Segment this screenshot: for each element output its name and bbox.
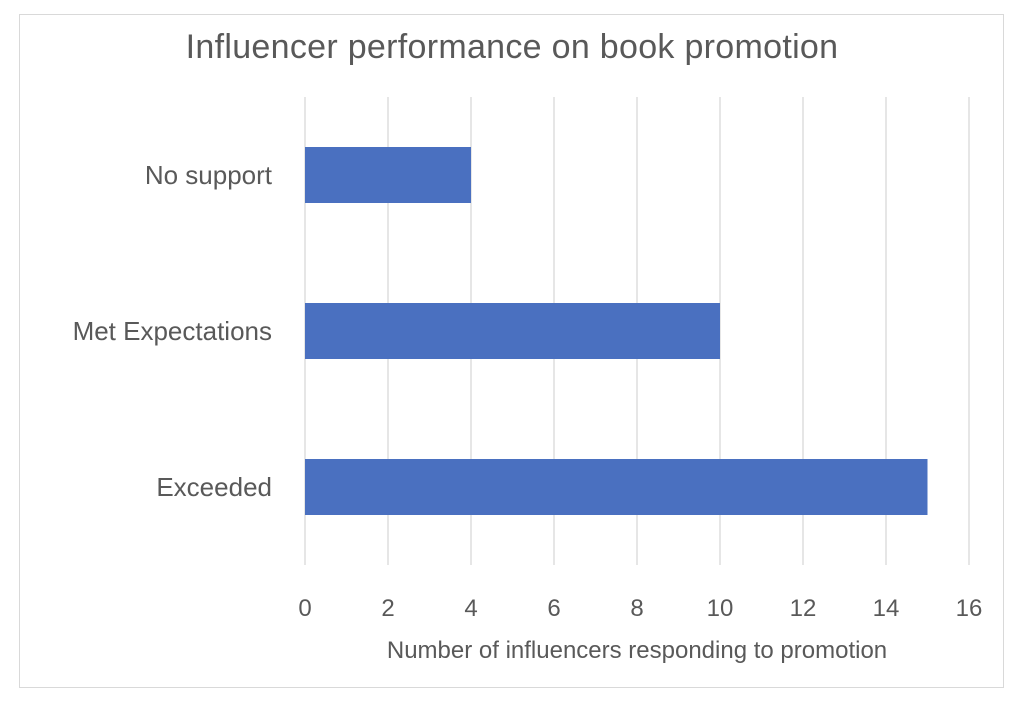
x-axis-title: Number of influencers responding to prom… <box>387 637 887 664</box>
x-tick-label-4: 4 <box>464 595 477 622</box>
category-labels: No support Met Expectations Exceeded <box>73 160 273 502</box>
bar-met-expectations <box>305 303 720 359</box>
x-tick-label-10: 10 <box>707 595 734 622</box>
bar-exceeded <box>305 459 928 515</box>
x-tick-label-2: 2 <box>381 595 394 622</box>
category-label-exceeded: Exceeded <box>156 472 272 502</box>
x-tick-label-12: 12 <box>790 595 817 622</box>
bar-no-support <box>305 147 471 203</box>
x-tick-label-16: 16 <box>956 595 983 622</box>
x-tick-label-0: 0 <box>298 595 311 622</box>
chart-title: Influencer performance on book promotion <box>185 28 839 66</box>
x-tick-label-6: 6 <box>547 595 560 622</box>
category-label-no-support: No support <box>145 160 273 190</box>
x-tick-label-8: 8 <box>630 595 643 622</box>
category-label-met-expectations: Met Expectations <box>73 316 272 346</box>
x-tick-labels: 0 2 4 6 8 10 12 14 16 <box>298 595 982 622</box>
bars <box>305 147 928 515</box>
x-tick-label-14: 14 <box>873 595 900 622</box>
